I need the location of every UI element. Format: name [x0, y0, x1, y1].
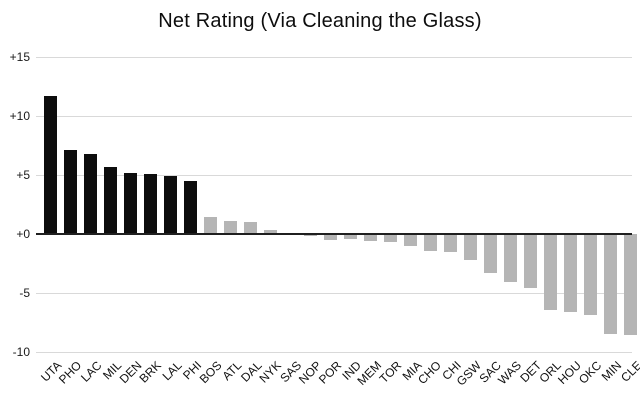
gridline-+5 [36, 175, 632, 176]
y-tick-label: -5 [19, 286, 30, 300]
bar-UTA [44, 96, 57, 234]
bar-BOS [204, 217, 217, 234]
bar-MIA [404, 234, 417, 246]
bar-LAL [164, 176, 177, 234]
x-tick-label-ATL: ATL [219, 358, 245, 384]
bar-MIN [604, 234, 617, 334]
x-tick-label-CLE: CLE [617, 358, 640, 385]
bar-SAC [484, 234, 497, 273]
gridline-+10 [36, 116, 632, 117]
bar-IND [344, 234, 357, 239]
bar-GSW [464, 234, 477, 260]
bar-MEM [364, 234, 377, 241]
x-tick-label-MIN: MIN [598, 358, 625, 384]
bar-BRK [144, 174, 157, 234]
gridline--5 [36, 293, 632, 294]
bar-CHI [444, 234, 457, 252]
y-tick-label: +10 [9, 109, 30, 123]
y-tick-label: -10 [12, 345, 30, 359]
bar-ATL [224, 221, 237, 234]
zero-axis-line [36, 233, 632, 235]
bar-NYK [264, 230, 277, 234]
bar-CHO [424, 234, 437, 251]
bar-PHO [64, 150, 77, 234]
bar-HOU [564, 234, 577, 312]
bar-PHI [184, 181, 197, 234]
bar-NOP [304, 234, 317, 236]
bar-LAC [84, 154, 97, 234]
bar-CLE [624, 234, 637, 335]
y-tick-label: +0 [16, 227, 30, 241]
gridline-+15 [36, 57, 632, 58]
bar-TOR [384, 234, 397, 242]
bar-DET [524, 234, 537, 288]
bar-WAS [504, 234, 517, 282]
bar-ORL [544, 234, 557, 310]
y-tick-label: +5 [16, 168, 30, 182]
bar-MIL [104, 167, 117, 234]
bar-DEN [124, 173, 137, 234]
bar-DAL [244, 222, 257, 234]
chart-title: Net Rating (Via Cleaning the Glass) [158, 10, 482, 32]
y-tick-label: +15 [9, 50, 30, 64]
bar-POR [324, 234, 337, 240]
bar-OKC [584, 234, 597, 315]
gridline--10 [36, 352, 632, 353]
